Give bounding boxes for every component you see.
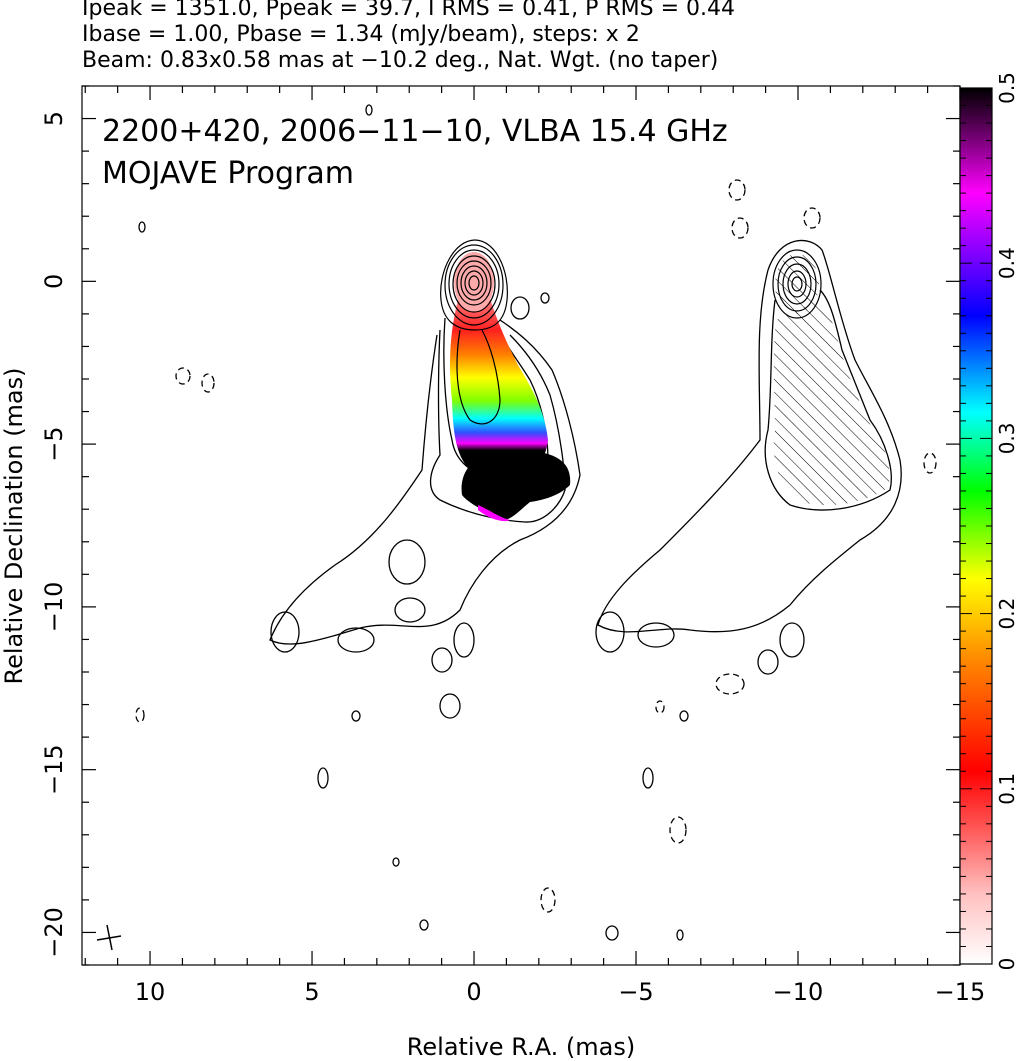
colorbar-tick-label: 0 xyxy=(995,958,1019,971)
y-tick-label: 0 xyxy=(40,274,68,289)
left-panel xyxy=(96,104,581,951)
right-panel xyxy=(540,179,937,941)
x-axis-label: Relative R.A. (mas) xyxy=(407,1033,635,1061)
y-tick-label: −20 xyxy=(40,907,68,958)
colorbar-tick-label: 0.3 xyxy=(995,422,1019,454)
right-mid-contour xyxy=(764,289,892,511)
right-negative-contours xyxy=(540,179,937,913)
colorbar-tick-labels: 0 0.1 0.2 0.3 0.4 0.5 xyxy=(995,72,1019,970)
y-tick-label: 5 xyxy=(40,111,68,126)
core-contours xyxy=(440,239,508,331)
y-tick-label: −15 xyxy=(40,744,68,795)
y-tick-label: −10 xyxy=(40,582,68,633)
header-line-2: Ibase = 1.00, Pbase = 1.34 (mJy/beam), s… xyxy=(82,22,640,47)
x-tick-label: −15 xyxy=(935,978,986,1006)
magenta-edge xyxy=(478,505,510,522)
left-negative-contours xyxy=(135,367,215,723)
chart-subtitle: MOJAVE Program xyxy=(102,156,354,191)
colorbar-tick-label: 0.4 xyxy=(995,247,1019,279)
axis-ticks xyxy=(82,85,961,966)
x-tick-label: −10 xyxy=(773,978,824,1006)
high-fraction-region xyxy=(461,450,571,521)
right-components xyxy=(595,611,805,941)
chart-title: 2200+420, 2006−11−10, VLBA 15.4 GHz xyxy=(102,114,728,149)
colorbar-ticks xyxy=(960,87,992,965)
header-line-1: Ipeak = 1351.0, Ppeak = 39.7, I RMS = 0.… xyxy=(82,0,735,21)
right-core-hatch xyxy=(775,254,819,314)
colorbar-tick-label: 0.2 xyxy=(995,598,1019,630)
colorbar-tick-label: 0.5 xyxy=(995,72,1019,104)
right-hatch-region xyxy=(773,300,890,506)
x-tick-label: 0 xyxy=(466,978,481,1006)
colorbar-tick-label: 0.1 xyxy=(995,773,1019,805)
outer-contour xyxy=(269,319,581,645)
right-outer-contour xyxy=(597,239,902,633)
y-axis-label: Relative Declination (mas) xyxy=(0,367,28,684)
x-tick-labels: 10 5 0 −5 −10 −15 xyxy=(135,978,986,1006)
core-colour xyxy=(454,252,494,312)
mid-contour xyxy=(429,329,566,523)
x-tick-label: 5 xyxy=(304,978,319,1006)
plot-frame xyxy=(81,85,961,966)
header-line-3: Beam: 0.83x0.58 mas at −10.2 deg., Nat. … xyxy=(82,48,719,73)
jet-contour-inner xyxy=(456,329,501,425)
left-components xyxy=(138,104,550,931)
y-tick-labels: 5 0 −5 −10 −15 −20 xyxy=(40,111,68,958)
y-tick-label: −5 xyxy=(40,426,68,461)
beam-marker xyxy=(96,924,122,951)
x-tick-label: −5 xyxy=(618,978,653,1006)
x-tick-label: 10 xyxy=(135,978,166,1006)
